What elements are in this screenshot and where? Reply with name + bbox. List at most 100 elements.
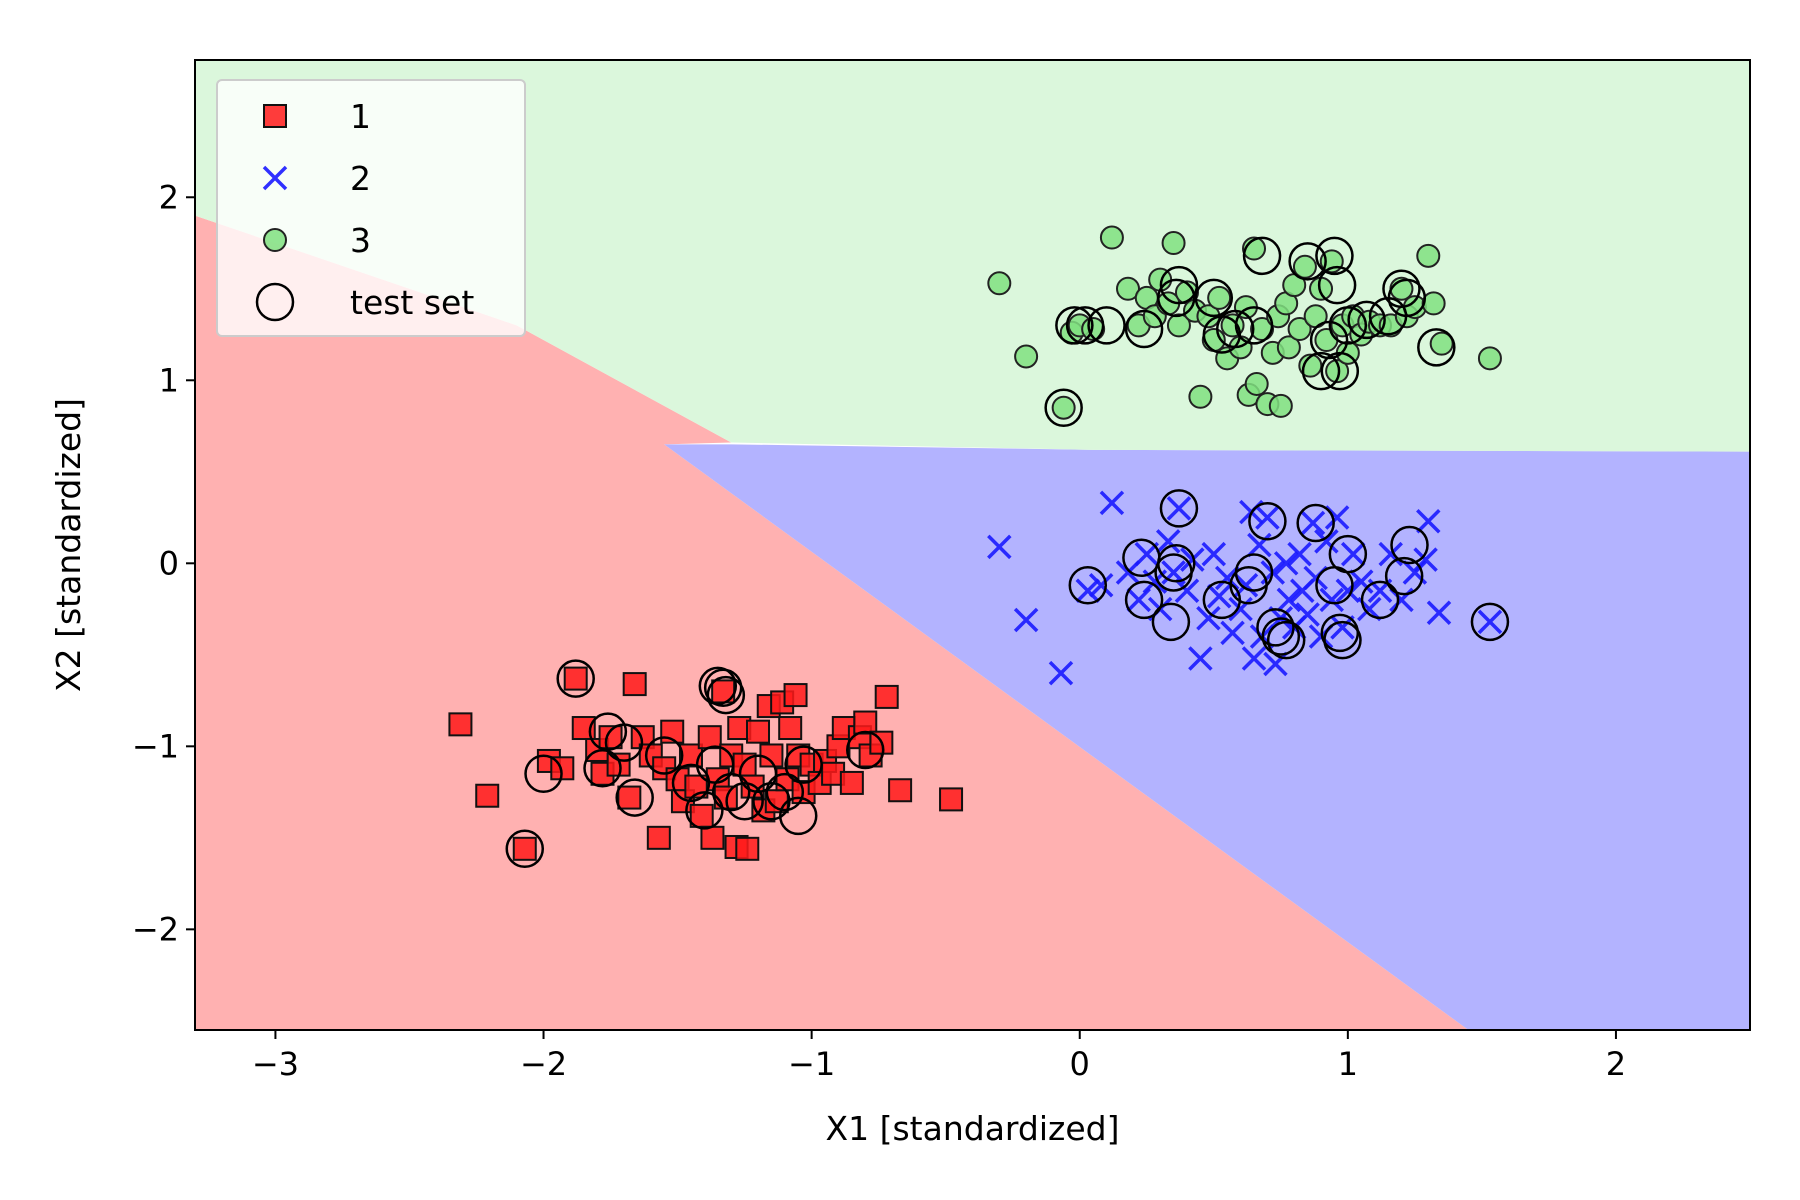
test-set-marker [1215, 309, 1255, 349]
test-set-marker [615, 778, 654, 817]
test-set-marker [1317, 265, 1357, 305]
data-point-class-1 [783, 683, 808, 708]
test-set-marker [1301, 351, 1341, 391]
legend-label: 2 [350, 159, 371, 198]
test-set-marker [738, 754, 778, 794]
data-point-class-2 [1214, 565, 1240, 591]
test-set-marker [784, 745, 823, 784]
x-tick-label: 0 [1070, 1045, 1090, 1083]
data-point-class-3 [1298, 353, 1323, 378]
test-set-marker [1347, 300, 1386, 340]
test-set-marker [1234, 553, 1274, 592]
test-set-marker [846, 730, 885, 770]
data-point-class-3 [1421, 291, 1446, 316]
legend-marker-3 [263, 228, 287, 252]
test-set-marker [1417, 328, 1456, 367]
x-tick-label: 2 [1606, 1045, 1626, 1083]
y-tick-label: 1 [159, 361, 179, 399]
data-point-class-2 [1477, 609, 1503, 635]
legend-marker-1 [263, 104, 287, 128]
test-set-marker [706, 675, 746, 715]
data-point-class-2 [1188, 646, 1213, 671]
data-point-class-1 [939, 787, 964, 812]
test-set-marker [1055, 306, 1094, 345]
data-point-class-3 [1116, 276, 1140, 301]
legend-label: test set [350, 283, 474, 322]
data-point-class-2 [1330, 615, 1355, 640]
test-set-marker [1360, 580, 1400, 620]
data-point-class-3 [1014, 344, 1039, 369]
test-set-marker [1242, 236, 1282, 276]
data-point-class-1 [700, 825, 725, 850]
test-set-marker [1124, 580, 1164, 620]
test-set-marker [1328, 306, 1368, 345]
data-point-class-2 [1088, 573, 1114, 598]
data-point-class-1 [646, 825, 671, 850]
test-set-marker [556, 659, 595, 698]
test-set-marker [1256, 608, 1295, 647]
data-point-class-3 [1287, 317, 1312, 342]
data-point-class-2 [1174, 578, 1200, 603]
test-set-marker [1151, 602, 1191, 642]
y-tick-label: −2 [132, 910, 179, 948]
data-point-class-3 [1325, 359, 1350, 384]
data-point-class-1 [563, 666, 588, 691]
x-tick-label: −1 [788, 1045, 835, 1083]
region-class-1 [195, 215, 1469, 1030]
data-point-class-3 [1207, 285, 1232, 310]
test-set-marker [1248, 501, 1287, 541]
data-point-class-2 [1276, 587, 1302, 613]
data-point-class-2 [1340, 541, 1366, 567]
data-point-class-3 [1309, 276, 1334, 301]
test-set-marker [778, 796, 818, 836]
test-set-marker [1157, 278, 1196, 318]
data-point-class-1 [874, 684, 899, 709]
legend-marker-2 [262, 165, 288, 191]
data-point-class-2 [1314, 529, 1339, 554]
data-point-class-1 [606, 752, 631, 777]
x-tick-label: 1 [1338, 1045, 1358, 1083]
y-tick-label: −1 [132, 727, 179, 765]
data-point-class-3 [1161, 231, 1186, 256]
data-point-class-1 [853, 710, 878, 735]
decision-regions [195, 60, 1750, 1031]
data-point-class-3 [1166, 313, 1191, 338]
data-point-class-1 [746, 719, 771, 744]
test-set-marker [1261, 617, 1301, 656]
data-point-class-2 [1180, 547, 1205, 572]
test-set-marker [1296, 503, 1335, 543]
test-set-marker [604, 723, 644, 762]
data-point-class-2 [1228, 596, 1253, 622]
data-point-class-3 [1250, 317, 1275, 342]
data-point-class-2 [1295, 602, 1320, 627]
data-point-class-3 [1099, 225, 1124, 250]
data-point-class-2 [1255, 505, 1280, 530]
region-class-2 [664, 444, 1750, 1031]
plot-frame [194, 59, 1751, 1031]
test-set-marker [1323, 620, 1362, 660]
data-point-class-3 [1244, 371, 1269, 396]
y-axis-ticks: −2 −1 0 1 2 [132, 178, 195, 948]
data-point-class-1 [448, 712, 473, 737]
legend-box [216, 79, 526, 337]
data-point-class-2 [1378, 541, 1403, 567]
test-set-marker [1315, 236, 1354, 276]
test-set-marker [505, 829, 545, 869]
data-point-class-2 [1013, 607, 1039, 633]
data-point-class-3 [1416, 243, 1441, 268]
data-point-class-2 [1349, 569, 1374, 594]
data-point-class-2 [1166, 496, 1192, 521]
data-point-class-2 [1247, 532, 1272, 558]
test-set-marker [1068, 566, 1108, 605]
data-point-class-2 [987, 534, 1012, 560]
data-point-class-2 [1287, 541, 1312, 567]
data-point-class-1 [622, 672, 647, 697]
x-tick-label: −2 [520, 1045, 567, 1083]
test-set-marker [1234, 306, 1274, 345]
data-point-class-3 [1292, 254, 1317, 279]
data-point-class-2 [1115, 560, 1141, 585]
x-tick-label: −3 [252, 1045, 299, 1083]
data-point-class-2 [1335, 578, 1361, 603]
y-tick-label: 2 [159, 178, 179, 216]
